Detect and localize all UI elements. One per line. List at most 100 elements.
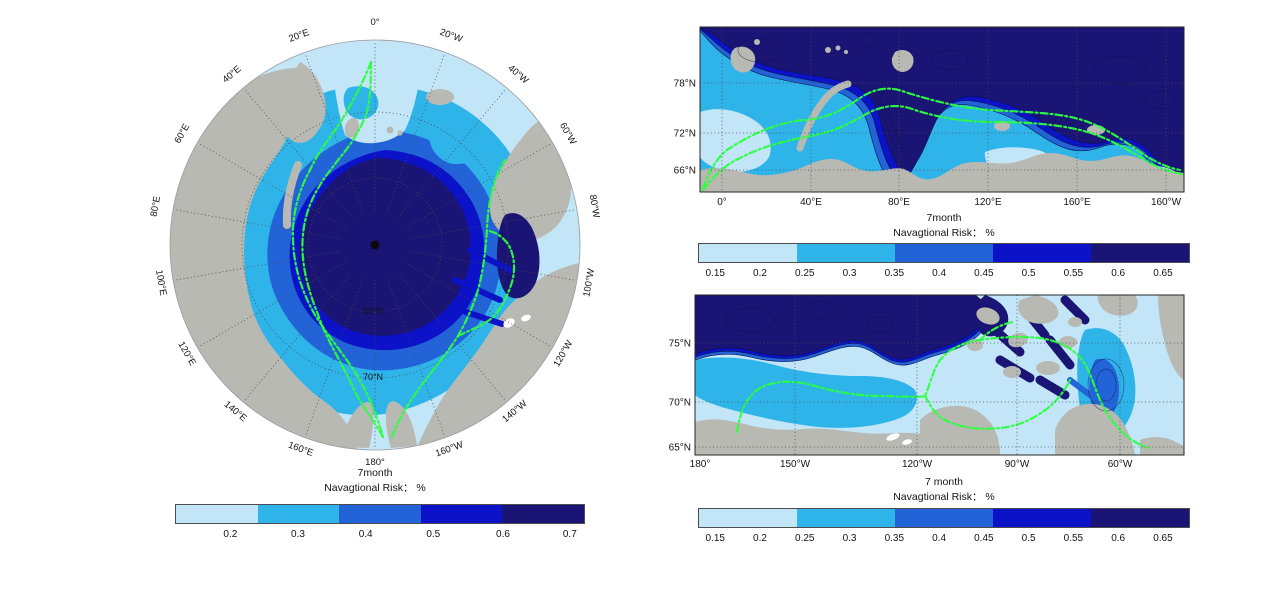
colorbar-tick: 0.65 [1153,533,1173,544]
colorbar-tick: 0.25 [795,533,815,544]
y-tick: 65°N [669,443,691,454]
nsr-title: 7month Navagtional Risk： % [794,211,1094,240]
y-tick: 72°N [674,129,696,140]
lon-label: 20°W [438,27,464,45]
north-pole-marker [370,240,380,250]
x-tick: 90°W [1005,459,1030,470]
nwp-lakes [886,433,912,445]
x-tick: 150°W [780,459,811,470]
polar-title-risk: Navagtional Risk： % [324,481,426,494]
nwp-x-axis: 180° 150°W 120°W 90°W 60°W [690,459,1133,470]
nsr-title-month: 7month [926,212,962,224]
nwp-contours [724,300,1125,412]
x-tick: 40°E [800,197,822,208]
x-tick: 80°E [888,197,910,208]
colorbar-tick: 0.6 [496,529,510,540]
x-tick: 160°W [1151,197,1182,208]
colorbar-tick: 0.4 [932,533,947,544]
colorbar-segment [176,505,258,523]
nwp-colorbar-labels: 0.15 0.2 0.25 0.3 0.35 0.4 0.45 0.5 0.55… [698,533,1190,545]
y-tick: 66°N [674,166,696,177]
colorbar-tick: 0.45 [974,533,994,544]
nwp-gridlines [695,295,1184,455]
colorbar-segment [797,244,895,262]
y-tick: 70°N [669,398,691,409]
polar-graticule [174,41,576,449]
lon-label: 20°E [287,27,310,44]
polar-map-edge [169,39,581,451]
colorbar-tick: 0.35 [884,533,905,544]
nsr-map-frame [699,26,1185,193]
polar-shipping-routes [291,60,516,439]
colorbar-tick: 0.65 [1153,268,1173,279]
polar-map-artwork [170,40,580,450]
lon-label: 40°W [506,63,531,86]
colorbar-segment [699,244,797,262]
lon-label: 80°W [587,194,602,219]
colorbar-tick: 0.35 [884,268,905,279]
colorbar-segment [993,509,1091,527]
lon-label: 160°E [287,440,315,459]
nwp-risk-map: 75°N 70°N 65°N 180° 150°W 120°W 90°W 60°… [669,294,1185,470]
y-tick: 78°N [674,79,696,90]
colorbar-segment [895,509,993,527]
nwp-map-artwork [695,295,1184,455]
colorbar-segment [895,244,993,262]
polar-lat-labels: 80°N 70°N [363,306,383,382]
colorbar-tick: 0.4 [358,529,373,540]
nsr-contours [737,32,1176,156]
nwp-title: 7 month Navagtional Risk： % [794,475,1094,504]
colorbar-tick: 0.6 [1111,533,1126,544]
lon-label: 40°E [221,64,244,86]
x-tick: 60°W [1108,459,1133,470]
colorbar-tick: 0.45 [974,268,994,279]
nwp-colorbar [698,508,1190,528]
colorbar-tick: 0.2 [753,533,767,544]
colorbar-tick: 0.55 [1063,268,1084,279]
lat-label: 80°N [363,306,383,316]
colorbar-segment [420,505,503,523]
lon-label: 100°E [153,269,168,297]
nsr-map-artwork [700,27,1184,192]
colorbar-tick: 0.25 [795,268,815,279]
lat-label: 70°N [363,372,383,382]
colorbar-tick: 0.5 [1021,533,1036,544]
y-tick: 75°N [669,339,691,350]
colorbar-tick: 0.4 [932,268,947,279]
lon-label: 60°W [557,121,578,147]
polar-lakes [503,314,531,328]
lon-label: 120°E [175,340,198,368]
colorbar-segment [502,505,584,523]
nsr-title-risk: Navagtional Risk： % [893,226,995,239]
colorbar-tick: 0.5 [1021,268,1036,279]
nwp-shipping-routes [735,320,1150,450]
polar-title-month: 7month [357,467,393,479]
x-tick: 0° [717,197,727,208]
colorbar-tick: 0.15 [705,533,725,544]
nsr-risk-map: 78°N 72°N 66°N 0° 40°E 80°E 120°E 160°E … [674,26,1185,208]
nwp-title-month: 7 month [925,476,963,488]
lon-label: 0° [370,17,379,28]
colorbar-tick: 0.55 [1063,533,1084,544]
polar-risk-map: 0° 20°E 40°E 60°E 80°E 100°E 120°E 140°E… [149,17,602,468]
lon-label: 100°W [581,268,597,298]
nwp-title-risk: Navagtional Risk： % [893,490,995,503]
lon-label: 160°W [434,439,465,459]
colorbar-tick: 0.5 [426,529,441,540]
lon-label: 80°E [149,195,163,217]
x-tick: 160°E [1063,197,1091,208]
polar-title: 7month Navagtional Risk： % [225,466,525,495]
colorbar-tick: 0.7 [562,529,577,540]
x-tick: 120°W [902,459,933,470]
nsr-x-axis: 0° 40°E 80°E 120°E 160°E 160°W [717,197,1181,208]
colorbar-tick: 0.15 [705,268,725,279]
nwp-y-axis: 75°N 70°N 65°N [669,339,691,454]
colorbar-segment [699,509,797,527]
nsr-gridlines [700,27,1184,192]
nsr-shipping-routes [701,87,1184,192]
nwp-map-frame [694,294,1185,456]
x-tick: 180° [690,459,711,470]
colorbar-tick: 0.6 [1111,268,1126,279]
colorbar-tick: 0.2 [223,529,238,540]
